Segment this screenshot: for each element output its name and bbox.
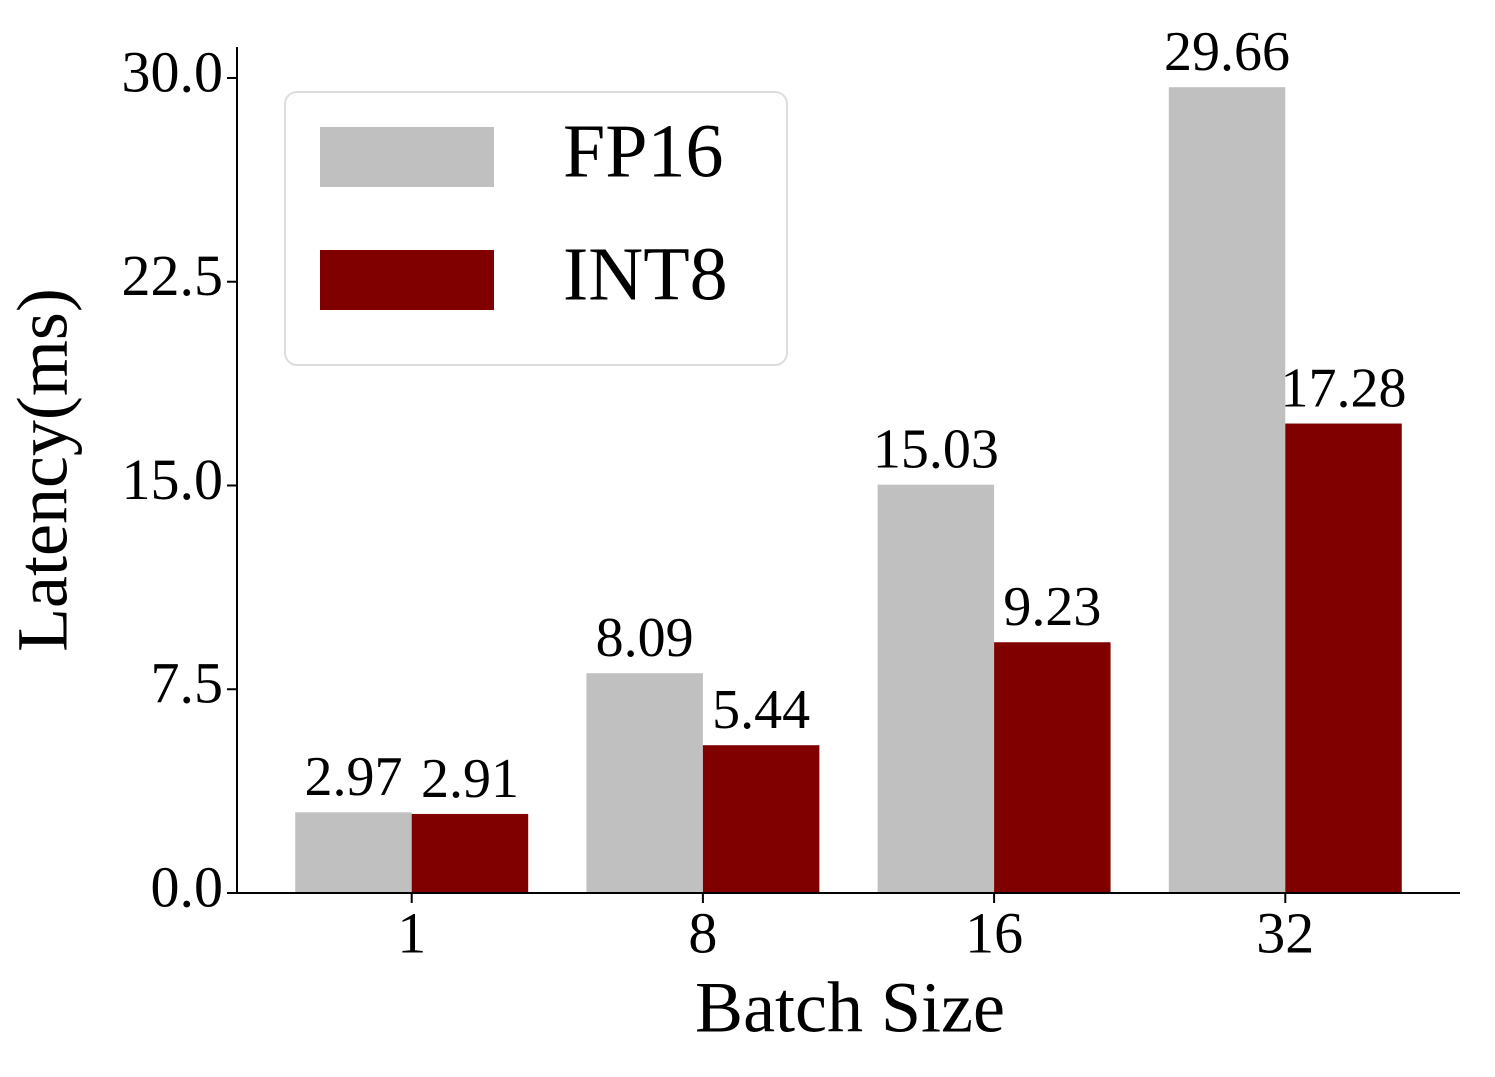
legend-swatch (320, 127, 494, 187)
y-tick-label: 30.0 (122, 39, 224, 104)
value-label: 5.44 (712, 679, 810, 741)
legend-swatch (320, 250, 494, 310)
legend-label: FP16 (563, 109, 724, 193)
x-tick-label: 1 (397, 900, 426, 965)
y-tick-label: 22.5 (122, 243, 224, 308)
x-axis-label: Batch Size (695, 968, 1005, 1048)
value-label: 15.03 (873, 419, 999, 481)
y-tick-label: 7.5 (151, 651, 224, 716)
y-axis-label: Latency(ms) (3, 288, 83, 652)
bar (295, 812, 412, 893)
y-tick-label: 15.0 (122, 447, 224, 512)
value-label: 9.23 (1003, 576, 1101, 638)
x-tick-label: 32 (1256, 900, 1314, 965)
bar (411, 813, 529, 893)
bar (586, 673, 703, 893)
value-label: 8.09 (596, 607, 694, 669)
bar (702, 745, 820, 893)
y-tick-label: 0.0 (151, 854, 224, 919)
value-label: 17.28 (1281, 357, 1407, 419)
value-label: 2.97 (304, 746, 402, 808)
bar (1168, 87, 1286, 894)
bar (877, 484, 995, 893)
bar (994, 642, 1111, 893)
value-label: 29.66 (1164, 21, 1290, 83)
x-tick-label: 16 (965, 900, 1023, 965)
legend-label: INT8 (563, 232, 728, 316)
value-label: 2.91 (421, 748, 519, 810)
x-tick-label: 8 (688, 900, 717, 965)
bar (1285, 423, 1402, 893)
